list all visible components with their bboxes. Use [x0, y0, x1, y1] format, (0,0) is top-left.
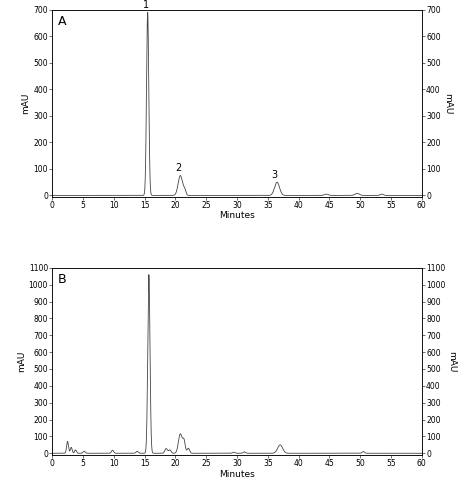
X-axis label: Minutes: Minutes — [219, 212, 255, 220]
Y-axis label: mAU: mAU — [447, 351, 456, 372]
Y-axis label: mAU: mAU — [17, 351, 26, 372]
Text: 1: 1 — [143, 0, 149, 10]
Text: A: A — [58, 15, 66, 28]
Y-axis label: mAU: mAU — [22, 92, 30, 114]
Text: 3: 3 — [271, 169, 277, 180]
Text: 2: 2 — [175, 163, 182, 173]
Text: B: B — [58, 273, 66, 287]
X-axis label: Minutes: Minutes — [219, 469, 255, 479]
Y-axis label: mAU: mAU — [443, 92, 452, 114]
